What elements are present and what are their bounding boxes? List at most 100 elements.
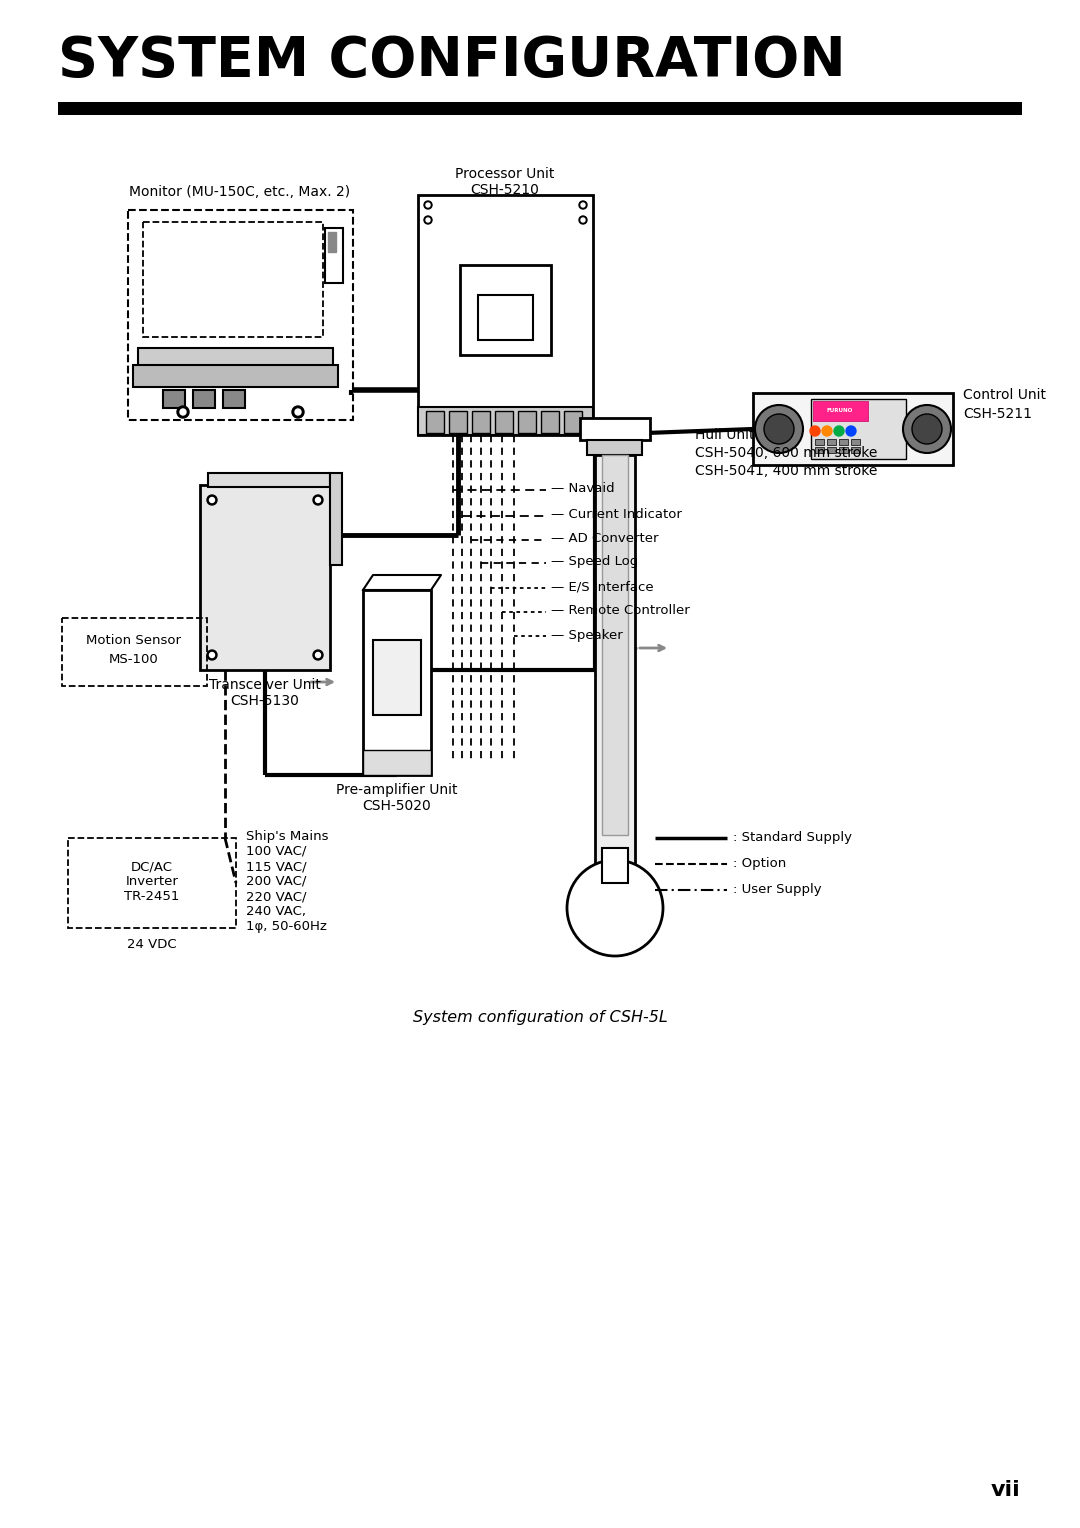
Bar: [495, 411, 513, 432]
Circle shape: [834, 426, 843, 435]
Circle shape: [292, 406, 303, 419]
Bar: [564, 411, 582, 432]
Bar: [208, 474, 330, 487]
Text: — Current Indicator: — Current Indicator: [551, 509, 681, 521]
Text: Transceiver Unit: Transceiver Unit: [210, 678, 321, 692]
Bar: [163, 390, 185, 408]
Circle shape: [295, 410, 301, 416]
Bar: [363, 590, 431, 775]
Bar: [478, 295, 534, 341]
Circle shape: [313, 649, 323, 660]
Bar: [222, 390, 245, 408]
Bar: [815, 448, 824, 452]
Bar: [373, 640, 421, 715]
Bar: [143, 222, 323, 338]
Bar: [68, 837, 237, 927]
Bar: [330, 474, 342, 565]
Text: Hull Unit: Hull Unit: [696, 428, 755, 442]
Text: CSH-5130: CSH-5130: [230, 694, 299, 707]
Bar: [851, 448, 860, 452]
Text: Motion Sensor: Motion Sensor: [86, 634, 181, 646]
Circle shape: [177, 406, 189, 419]
Text: FURUNO: FURUNO: [827, 408, 853, 414]
Bar: [811, 399, 906, 458]
Bar: [328, 232, 336, 252]
Text: Pre-amplifier Unit: Pre-amplifier Unit: [336, 782, 458, 798]
Bar: [133, 365, 338, 387]
Text: System configuration of CSH-5L: System configuration of CSH-5L: [413, 1010, 667, 1025]
Circle shape: [579, 202, 588, 209]
Circle shape: [210, 498, 215, 503]
Polygon shape: [363, 575, 441, 590]
Bar: [58, 102, 1022, 115]
Bar: [472, 411, 490, 432]
Circle shape: [822, 426, 832, 435]
Text: : User Supply: : User Supply: [733, 883, 822, 895]
Bar: [193, 390, 215, 408]
Text: : Option: : Option: [733, 857, 786, 869]
Text: — Speed Log: — Speed Log: [551, 556, 638, 568]
Text: CSH-5041, 400 mm stroke: CSH-5041, 400 mm stroke: [696, 465, 877, 478]
Text: MS-100: MS-100: [109, 652, 159, 666]
Circle shape: [912, 414, 942, 445]
Text: CSH-5211: CSH-5211: [963, 406, 1032, 422]
Bar: [541, 411, 559, 432]
Text: — E/S Interface: — E/S Interface: [551, 581, 653, 593]
Circle shape: [180, 410, 186, 416]
Text: vii: vii: [990, 1481, 1020, 1500]
Circle shape: [810, 426, 820, 435]
Circle shape: [210, 652, 215, 657]
Bar: [200, 484, 330, 669]
Text: CSH-5210: CSH-5210: [471, 183, 539, 197]
Circle shape: [764, 414, 794, 445]
Bar: [460, 264, 551, 354]
Bar: [325, 228, 343, 283]
Circle shape: [313, 495, 323, 504]
Circle shape: [567, 860, 663, 957]
Circle shape: [581, 219, 585, 222]
Text: Monitor (MU-150C, etc., Max. 2): Monitor (MU-150C, etc., Max. 2): [130, 185, 351, 199]
Circle shape: [207, 495, 217, 504]
Text: — AD Converter: — AD Converter: [551, 532, 659, 545]
Text: DC/AC
Inverter
TR-2451: DC/AC Inverter TR-2451: [124, 860, 179, 903]
Text: SYSTEM CONFIGURATION: SYSTEM CONFIGURATION: [58, 34, 846, 89]
Bar: [602, 455, 627, 834]
Text: Processor Unit: Processor Unit: [456, 167, 555, 180]
Bar: [363, 750, 431, 775]
Bar: [588, 440, 642, 455]
Bar: [129, 209, 353, 420]
Bar: [62, 617, 207, 686]
Circle shape: [207, 649, 217, 660]
Circle shape: [426, 203, 430, 206]
Bar: [595, 455, 635, 885]
Circle shape: [579, 215, 588, 225]
Text: CSH-5040, 600 mm stroke: CSH-5040, 600 mm stroke: [696, 446, 877, 460]
Bar: [851, 439, 860, 445]
Text: : Standard Supply: : Standard Supply: [733, 831, 852, 843]
Bar: [827, 439, 836, 445]
Bar: [602, 848, 627, 883]
Bar: [418, 406, 593, 435]
Circle shape: [581, 203, 585, 206]
Text: 24 VDC: 24 VDC: [127, 938, 177, 950]
Circle shape: [424, 215, 432, 225]
Text: Ship's Mains
100 VAC/
115 VAC/
200 VAC/
220 VAC/
240 VAC,
1φ, 50-60Hz: Ship's Mains 100 VAC/ 115 VAC/ 200 VAC/ …: [246, 830, 328, 934]
Circle shape: [315, 652, 321, 657]
Circle shape: [426, 219, 430, 222]
Circle shape: [755, 405, 804, 452]
Bar: [813, 400, 868, 422]
Bar: [518, 411, 536, 432]
Bar: [839, 439, 848, 445]
Bar: [580, 419, 650, 440]
Text: — Navaid: — Navaid: [551, 483, 615, 495]
Circle shape: [315, 498, 321, 503]
Text: CSH-5020: CSH-5020: [363, 799, 431, 813]
Text: Control Unit: Control Unit: [963, 388, 1047, 402]
Bar: [753, 393, 953, 465]
Circle shape: [903, 405, 951, 452]
Bar: [449, 411, 467, 432]
Circle shape: [846, 426, 856, 435]
Circle shape: [424, 202, 432, 209]
Bar: [138, 348, 333, 367]
Text: — Speaker: — Speaker: [551, 628, 623, 642]
